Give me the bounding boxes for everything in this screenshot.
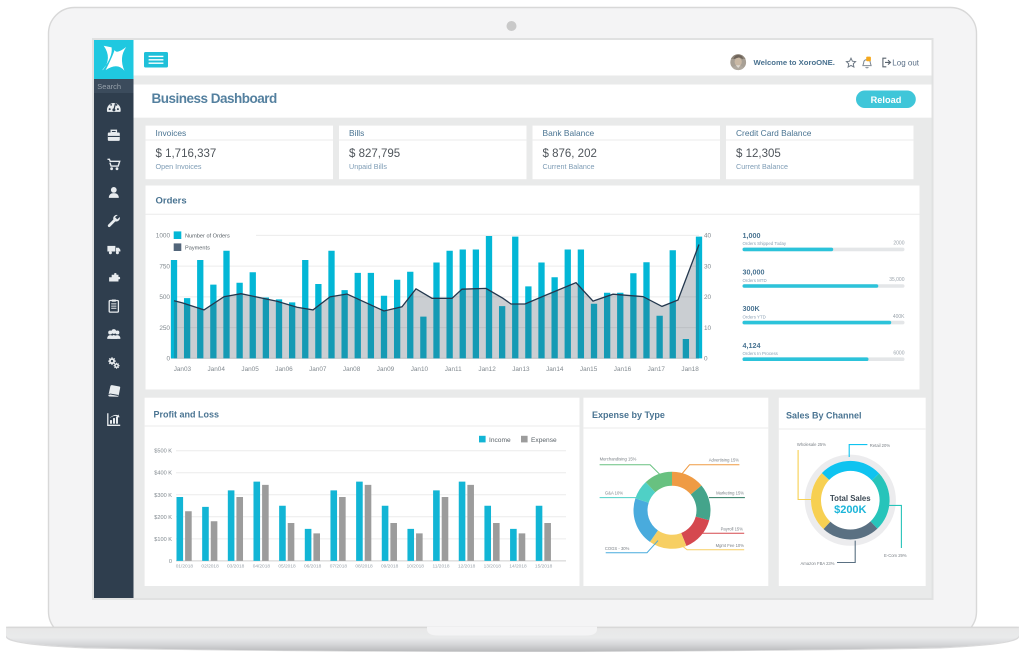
svg-text:Welcome to XoroONE.: Welcome to XoroONE. xyxy=(754,58,835,67)
svg-text:06/2018: 06/2018 xyxy=(304,564,322,570)
svg-text:03/2018: 03/2018 xyxy=(227,564,245,570)
svg-text:Expense by Type: Expense by Type xyxy=(592,410,665,420)
svg-text:08/2018: 08/2018 xyxy=(355,564,373,570)
svg-text:$300 K: $300 K xyxy=(154,493,172,499)
svg-text:Open Invoices: Open Invoices xyxy=(156,162,202,171)
svg-text:Credit Card Balance: Credit Card Balance xyxy=(736,128,812,138)
svg-text:2000: 2000 xyxy=(893,241,904,247)
svg-text:$400 K: $400 K xyxy=(154,471,172,477)
svg-text:4,124: 4,124 xyxy=(743,341,761,350)
svg-text:Orders Shipped Today: Orders Shipped Today xyxy=(743,241,787,246)
svg-text:Jan07: Jan07 xyxy=(309,366,327,373)
svg-text:Jan12: Jan12 xyxy=(478,366,496,373)
svg-text:1000: 1000 xyxy=(156,233,171,240)
svg-text:Orders In Process: Orders In Process xyxy=(743,351,779,356)
svg-text:Business Dashboard: Business Dashboard xyxy=(152,91,278,106)
svg-text:Orders: Orders xyxy=(156,196,187,207)
svg-text:14/2018: 14/2018 xyxy=(509,564,527,570)
svg-text:Income: Income xyxy=(489,437,511,444)
svg-text:Payroll 15%: Payroll 15% xyxy=(721,526,744,531)
svg-text:300K: 300K xyxy=(743,304,761,313)
svg-text:$ 827,795: $ 827,795 xyxy=(349,148,400,160)
svg-text:Number of Orders: Number of Orders xyxy=(185,234,230,240)
svg-text:Advertising 15%: Advertising 15% xyxy=(709,458,740,463)
svg-text:Wholesale 25%: Wholesale 25% xyxy=(797,442,826,447)
svg-text:Log out: Log out xyxy=(892,58,919,67)
svg-text:11/2018: 11/2018 xyxy=(433,564,450,570)
svg-text:Merchandising 15%: Merchandising 15% xyxy=(600,457,637,462)
svg-text:01/2018: 01/2018 xyxy=(176,564,194,570)
svg-text:Jan09: Jan09 xyxy=(377,366,395,373)
svg-text:07/2018: 07/2018 xyxy=(330,564,348,570)
svg-text:$200 K: $200 K xyxy=(154,515,172,521)
svg-text:750: 750 xyxy=(159,263,170,270)
svg-text:30,000: 30,000 xyxy=(743,268,765,277)
svg-text:10: 10 xyxy=(704,325,712,332)
svg-text:Jan06: Jan06 xyxy=(275,366,293,373)
svg-text:04/2018: 04/2018 xyxy=(253,564,271,570)
svg-text:Jan05: Jan05 xyxy=(241,366,259,373)
svg-text:1,000: 1,000 xyxy=(743,231,761,240)
svg-text:Jan10: Jan10 xyxy=(411,366,429,373)
svg-text:Jan14: Jan14 xyxy=(546,366,564,373)
svg-text:COGS - 30%: COGS - 30% xyxy=(605,546,630,551)
svg-text:0: 0 xyxy=(169,559,172,565)
svg-text:09/2018: 09/2018 xyxy=(381,564,399,570)
svg-text:Jan17: Jan17 xyxy=(648,366,666,373)
svg-text:Jan16: Jan16 xyxy=(614,366,632,373)
svg-text:12/2018: 12/2018 xyxy=(458,564,476,570)
svg-text:250: 250 xyxy=(159,325,170,332)
svg-text:Jan18: Jan18 xyxy=(681,366,699,373)
svg-text:$500 K: $500 K xyxy=(154,449,172,455)
svg-text:Marketing 15%: Marketing 15% xyxy=(716,490,744,495)
svg-text:Jan13: Jan13 xyxy=(512,366,530,373)
svg-text:Current Balance: Current Balance xyxy=(543,162,595,171)
svg-text:G&A 10%: G&A 10% xyxy=(605,490,623,495)
svg-text:Jan04: Jan04 xyxy=(207,366,225,373)
svg-text:$100 K: $100 K xyxy=(154,537,172,543)
svg-text:0: 0 xyxy=(704,356,708,363)
svg-text:$ 12,305: $ 12,305 xyxy=(736,148,781,160)
svg-text:02/2018: 02/2018 xyxy=(201,564,219,570)
svg-text:Orders MTD: Orders MTD xyxy=(743,278,767,283)
svg-text:30: 30 xyxy=(704,263,712,270)
svg-text:0: 0 xyxy=(166,356,170,363)
svg-text:Jan03: Jan03 xyxy=(174,366,192,373)
svg-text:500: 500 xyxy=(159,294,170,301)
svg-text:35,000: 35,000 xyxy=(889,277,905,283)
svg-text:Amazon FBA 23%: Amazon FBA 23% xyxy=(801,561,835,566)
svg-text:Payments: Payments xyxy=(185,246,210,252)
svg-text:400K: 400K xyxy=(893,314,905,320)
svg-text:$ 1,716,337: $ 1,716,337 xyxy=(156,148,217,160)
svg-text:Reload: Reload xyxy=(871,95,902,105)
svg-text:Search: Search xyxy=(97,82,121,91)
svg-text:Bills: Bills xyxy=(349,128,364,138)
svg-text:20: 20 xyxy=(704,294,712,301)
svg-text:Retail 20%: Retail 20% xyxy=(870,443,891,448)
svg-text:Unpaid Bills: Unpaid Bills xyxy=(349,162,387,171)
svg-text:Jan15: Jan15 xyxy=(580,366,598,373)
svg-text:Invoices: Invoices xyxy=(156,128,187,138)
svg-text:Orders YTD: Orders YTD xyxy=(743,314,766,319)
svg-text:Jan08: Jan08 xyxy=(343,366,361,373)
svg-text:10/2018: 10/2018 xyxy=(407,564,425,570)
svg-text:40: 40 xyxy=(704,233,712,240)
svg-text:$ 876, 202: $ 876, 202 xyxy=(543,148,597,160)
svg-text:Profit and Loss: Profit and Loss xyxy=(154,410,220,420)
svg-text:$200K: $200K xyxy=(834,504,866,516)
svg-text:Current Balance: Current Balance xyxy=(736,162,788,171)
svg-text:6000: 6000 xyxy=(893,350,904,356)
svg-text:Jan11: Jan11 xyxy=(445,366,462,373)
svg-text:Total Sales: Total Sales xyxy=(830,494,871,503)
svg-text:15/2018: 15/2018 xyxy=(535,564,553,570)
svg-text:13/2018: 13/2018 xyxy=(484,564,502,570)
svg-text:Expense: Expense xyxy=(531,437,557,444)
svg-text:E-Com 29%: E-Com 29% xyxy=(884,553,907,558)
svg-text:Mgmt Fee 10%: Mgmt Fee 10% xyxy=(716,543,745,548)
svg-text:Bank Balance: Bank Balance xyxy=(543,128,595,138)
svg-text:Sales By Channel: Sales By Channel xyxy=(786,411,862,421)
svg-text:05/2018: 05/2018 xyxy=(278,564,296,570)
